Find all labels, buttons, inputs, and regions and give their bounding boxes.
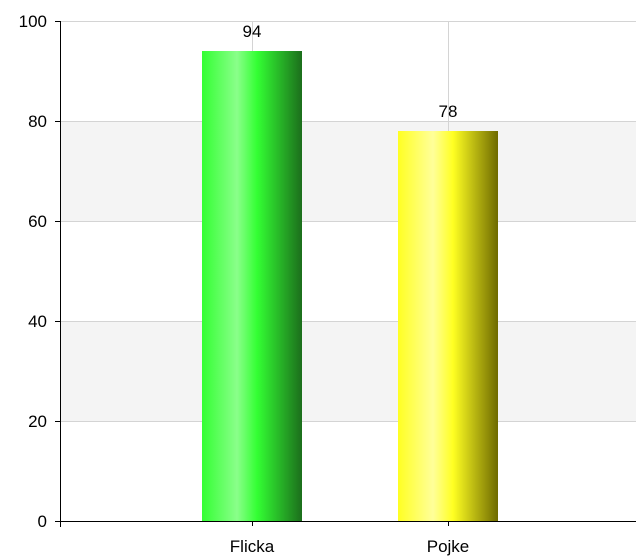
y-tick-label: 60 xyxy=(28,212,47,231)
y-ticks: 0 20 40 60 80 100 xyxy=(19,12,60,531)
bar-flicka[interactable] xyxy=(202,51,302,521)
y-tick-label: 100 xyxy=(19,12,47,31)
data-labels: 94 78 xyxy=(243,22,458,121)
y-tick-label: 80 xyxy=(28,112,47,131)
x-tick-label: Pojke xyxy=(427,537,470,556)
grid-band xyxy=(60,121,636,221)
y-tick-label: 0 xyxy=(38,512,47,531)
axes xyxy=(55,21,636,527)
bars xyxy=(202,51,498,521)
bar-pojke[interactable] xyxy=(398,131,498,521)
gridlines xyxy=(60,21,636,521)
y-tick-label: 20 xyxy=(28,412,47,431)
x-tick-label: Flicka xyxy=(230,537,275,556)
grid-band xyxy=(60,321,636,421)
grid-bands xyxy=(60,121,636,421)
category-labels: Flicka Pojke xyxy=(230,537,469,556)
data-label: 94 xyxy=(243,22,262,41)
data-label: 78 xyxy=(439,102,458,121)
y-tick-label: 40 xyxy=(28,312,47,331)
